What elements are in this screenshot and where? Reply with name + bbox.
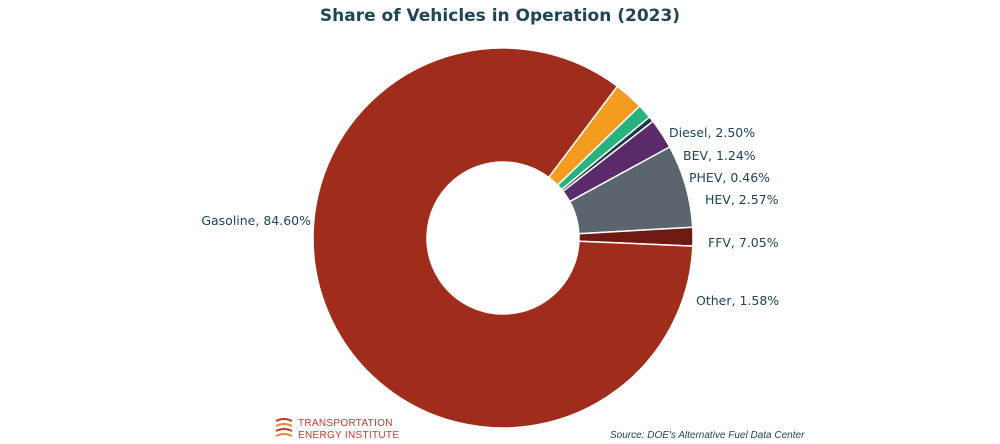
logo-text-line2: ENERGY INSTITUTE (298, 430, 400, 441)
source-note: Source: DOE's Alternative Fuel Data Cent… (610, 430, 805, 441)
slice-label-hev: HEV, 2.57% (705, 192, 779, 207)
organization-logo: TRANSPORTATION ENERGY INSTITUTE (274, 416, 434, 442)
slice-label-bev: BEV, 1.24% (683, 148, 756, 163)
label-group: Diesel, 2.50% BEV, 1.24% PHEV, 0.46% HEV, 2… (201, 125, 779, 308)
slice-label-ffv: FFV, 7.05% (708, 235, 779, 250)
slice-label-other: Other, 1.58% (696, 293, 779, 308)
slice-group (312, 47, 694, 429)
logo-text-line1: TRANSPORTATION (298, 418, 393, 429)
slice-label-diesel: Diesel, 2.50% (669, 125, 755, 140)
logo-mark-icon (275, 418, 293, 437)
slice-label-phev: PHEV, 0.46% (689, 170, 770, 185)
chart-title: Share of Vehicles in Operation (2023) (319, 6, 681, 26)
slice-gasoline (312, 47, 694, 429)
slice-label-gasoline: Gasoline, 84.60% (201, 213, 311, 228)
